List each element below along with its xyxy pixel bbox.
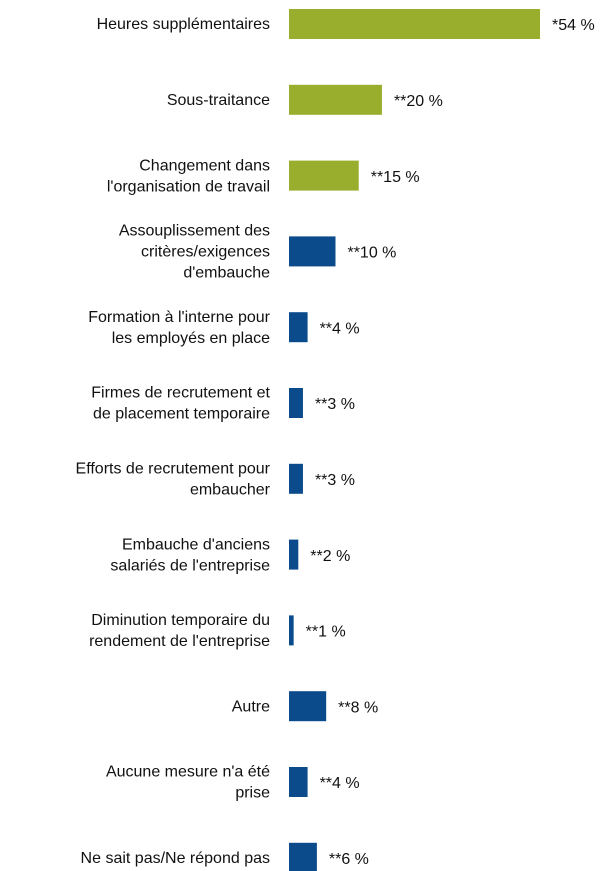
category-label: Embauche d'anciens bbox=[122, 536, 270, 553]
bar bbox=[289, 539, 299, 570]
bar bbox=[289, 615, 294, 646]
value-label: **10 % bbox=[347, 245, 396, 262]
bar bbox=[289, 463, 303, 494]
category-label: Diminution temporaire du bbox=[91, 612, 270, 629]
category-label: Aucune mesure n'a été bbox=[106, 764, 270, 781]
category-label: d'embauche bbox=[183, 265, 270, 282]
bar bbox=[289, 9, 540, 39]
category-label: les employés en place bbox=[112, 330, 270, 347]
value-label: **15 % bbox=[371, 169, 420, 186]
value-label: **6 % bbox=[329, 851, 369, 868]
category-label: salariés de l'entreprise bbox=[110, 557, 270, 574]
category-label: l'organisation de travail bbox=[107, 178, 270, 195]
bar bbox=[289, 388, 303, 418]
value-label: **4 % bbox=[320, 775, 360, 792]
category-label: embaucher bbox=[190, 482, 271, 499]
category-label: Sous-traitance bbox=[167, 92, 270, 109]
bar bbox=[289, 84, 382, 115]
bar bbox=[289, 312, 308, 343]
category-label: Firmes de recrutement et bbox=[91, 385, 270, 402]
category-label: Assouplissement des bbox=[119, 223, 270, 240]
value-label: *54 % bbox=[552, 17, 595, 34]
category-label: prise bbox=[235, 785, 270, 802]
category-label: Efforts de recrutement pour bbox=[76, 461, 271, 478]
category-label: critères/exigences bbox=[141, 244, 270, 261]
bar bbox=[289, 691, 327, 722]
bar bbox=[289, 160, 359, 191]
category-label: Heures supplémentaires bbox=[97, 16, 270, 33]
bar bbox=[289, 767, 308, 797]
category-label: rendement de l'entreprise bbox=[89, 633, 270, 650]
bar bbox=[289, 236, 336, 267]
value-label: **20 % bbox=[394, 93, 443, 110]
value-label: **8 % bbox=[338, 699, 378, 716]
category-label: Changement dans bbox=[139, 157, 270, 174]
value-label: **3 % bbox=[315, 472, 355, 489]
category-label: de placement temporaire bbox=[93, 406, 270, 423]
category-label: Ne sait pas/Ne répond pas bbox=[81, 850, 270, 867]
category-label: Formation à l'interne pour bbox=[88, 309, 270, 326]
value-label: **3 % bbox=[315, 396, 355, 413]
value-label: **1 % bbox=[306, 624, 346, 641]
category-label: Autre bbox=[232, 698, 270, 715]
value-label: **4 % bbox=[320, 320, 360, 337]
bar bbox=[289, 842, 317, 871]
value-label: **2 % bbox=[310, 548, 350, 565]
